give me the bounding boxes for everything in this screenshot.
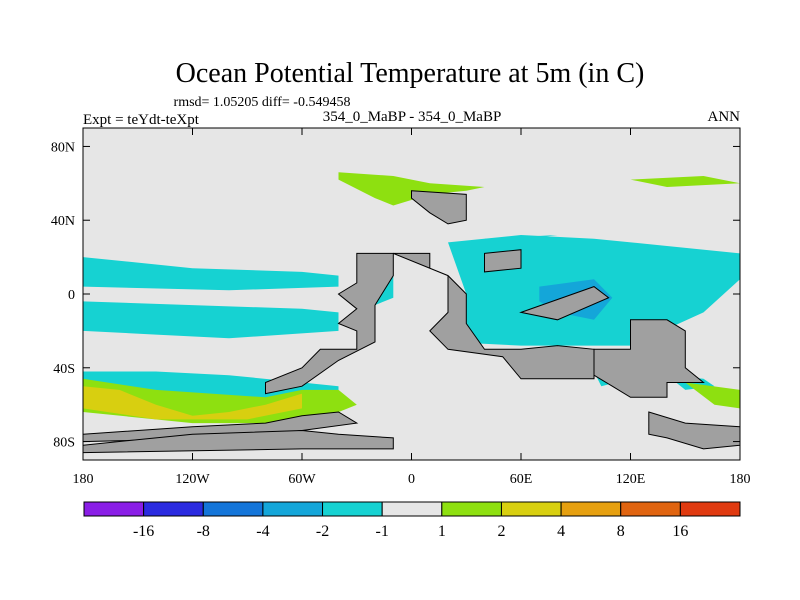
anomaly-region-green-arctic-strip <box>630 176 740 187</box>
colorbar-label: -2 <box>316 523 329 540</box>
colorbar-label: 1 <box>438 523 446 540</box>
y-tick-label: 0 <box>68 288 75 303</box>
x-tick-label: 120W <box>175 472 210 487</box>
land-antarctica-east <box>648 411 740 450</box>
right-label: ANN <box>708 109 741 125</box>
map-fill-group <box>83 128 740 460</box>
chart-title: Ocean Potential Temperature at 5m (in C) <box>176 58 645 89</box>
land-middle-east <box>484 249 522 273</box>
colorbar-box <box>202 501 264 517</box>
anomaly-region-cyan-south-pacific <box>83 301 339 339</box>
colorbar-label: 4 <box>557 523 565 540</box>
map-plot-area <box>83 128 740 460</box>
land-australia <box>593 319 705 398</box>
anomaly-region-green-north-atlantic <box>338 172 485 206</box>
colorbar-box <box>441 501 502 517</box>
stats-line: rmsd= 1.05205 diff= -0.549458 <box>174 95 351 110</box>
anomaly-region-cyan-north-pacific <box>83 257 339 291</box>
colorbar-box <box>143 501 204 517</box>
colorbar-box <box>620 501 681 517</box>
colorbar-box <box>262 501 324 517</box>
colorbar-label: 16 <box>672 523 688 540</box>
anomaly-region-green-east-south-indian <box>685 382 740 409</box>
colorbar-label: -4 <box>256 523 269 540</box>
land-antarctica-ross <box>83 429 394 454</box>
land-greenland-europe <box>411 190 467 225</box>
center-label: 354_0_MaBP - 354_0_MaBP <box>323 109 502 125</box>
x-tick-label: 180 <box>73 472 94 487</box>
anomaly-region-yellow-south-pacific <box>83 386 302 420</box>
colorbar-box <box>500 501 562 517</box>
colorbar-box <box>83 501 145 517</box>
anomaly-region-cyan-north-atlantic-strip <box>484 235 558 243</box>
colorbar: -16 -8 -4 -2 -1 1 2 4 8 16 <box>83 501 741 540</box>
colorbar-box <box>322 501 383 517</box>
colorbar-label: -1 <box>376 523 389 540</box>
land-southeast-asia-strip <box>519 286 610 321</box>
x-tick-label: 60E <box>510 472 533 487</box>
land-africa-eurasia <box>393 252 595 380</box>
colorbar-label: 8 <box>617 523 625 540</box>
x-tick-label: 0 <box>408 472 415 487</box>
x-tick-label: 180 <box>730 472 751 487</box>
colorbar-label: -8 <box>197 523 210 540</box>
left-label: Expt = teYdt-teXpt <box>83 112 200 128</box>
y-tick-label: 80N <box>51 140 75 155</box>
colorbar-label: -16 <box>133 523 154 540</box>
x-tick-label: 120E <box>616 472 646 487</box>
colorbar-label: 2 <box>497 523 505 540</box>
land-americas <box>265 252 394 395</box>
x-tick-label: 60W <box>288 472 316 487</box>
y-tick-label: 40N <box>51 214 75 229</box>
y-tick-label: 40S <box>53 362 75 377</box>
map-axes: 180 120W 60W 0 60E 120E 180 80N 40N 0 40S 80S <box>51 127 751 487</box>
colorbar-box <box>560 501 622 517</box>
colorbar-box <box>679 501 741 517</box>
colorbar-box <box>381 501 443 517</box>
y-tick-label: 80S <box>53 436 75 451</box>
